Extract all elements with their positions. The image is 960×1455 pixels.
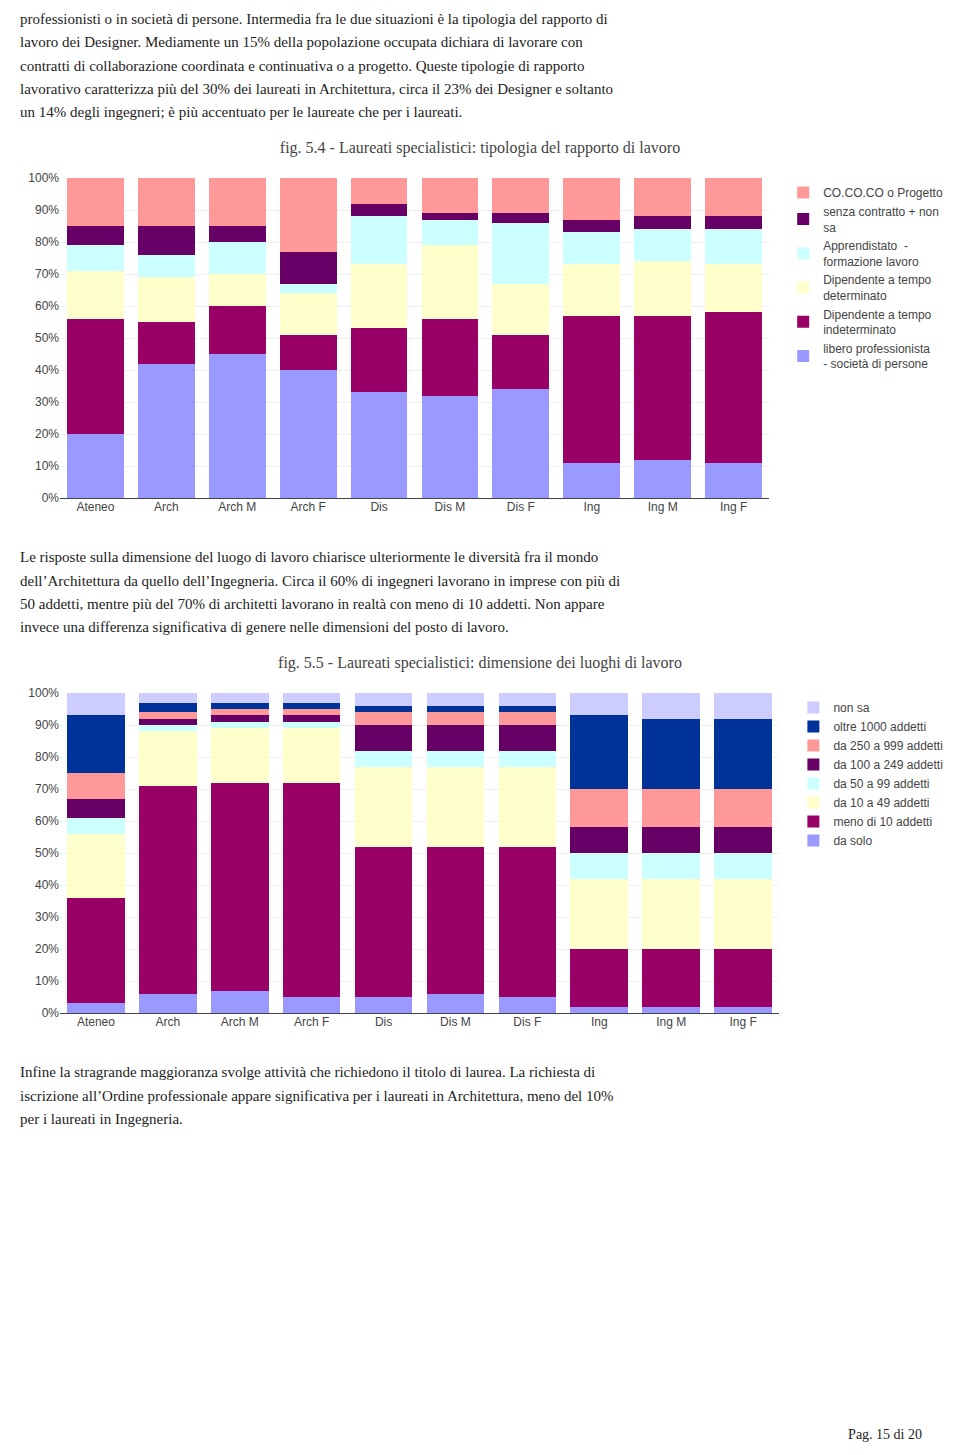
svg-text:Arch M: Arch M	[221, 1015, 259, 1029]
svg-text:Ateneo: Ateneo	[77, 1015, 115, 1029]
svg-text:90%: 90%	[35, 718, 59, 732]
svg-text:Ing M: Ing M	[648, 500, 678, 514]
svg-text:Dis M: Dis M	[440, 1015, 471, 1029]
html-text:professionisti o in società di: professionisti o in società di persone. …	[20, 11, 614, 120]
svg-text:0%: 0%	[42, 491, 60, 505]
svg-text:0%: 0%	[42, 1006, 60, 1020]
html-text:Le risposte sulla dimensione d: Le risposte sulla dimensione del luogo d…	[20, 549, 621, 635]
html-text:Infine la stragrande maggioran: Infine la stragrande maggioranza svolge …	[20, 1064, 614, 1127]
svg-text:80%: 80%	[35, 235, 59, 249]
svg-text:da 100 a 249 addetti: da 100 a 249 addetti	[833, 758, 942, 772]
svg-text:Dipendente a tempoindeterminat: Dipendente a tempoindeterminato	[823, 308, 931, 338]
svg-text:70%: 70%	[35, 782, 59, 796]
svg-text:Dipendente a tempodeterminato: Dipendente a tempodeterminato	[823, 274, 931, 304]
svg-text:Ing F: Ing F	[720, 500, 747, 514]
svg-text:100%: 100%	[28, 171, 59, 185]
svg-text:10%: 10%	[35, 459, 59, 473]
svg-text:Ing M: Ing M	[656, 1015, 686, 1029]
svg-text:80%: 80%	[35, 750, 59, 764]
svg-text:Ing: Ing	[591, 1015, 608, 1029]
html-text:Pag. 15 di 20: Pag. 15 di 20	[848, 1427, 922, 1442]
svg-text:Ateneo: Ateneo	[76, 500, 114, 514]
svg-text:Apprendistato -formazione lav: Apprendistato -formazione lavoro	[823, 239, 919, 269]
svg-text:10%: 10%	[35, 974, 59, 988]
svg-text:da 10 a 49 addetti: da 10 a 49 addetti	[833, 796, 929, 810]
svg-text:Ing F: Ing F	[729, 1015, 756, 1029]
svg-text:Dis: Dis	[370, 500, 387, 514]
svg-text:meno di 10 addetti: meno di 10 addetti	[833, 815, 932, 829]
svg-text:da 250 a 999 addetti: da 250 a 999 addetti	[833, 739, 942, 753]
svg-text:Arch F: Arch F	[290, 500, 325, 514]
svg-text:Arch: Arch	[156, 1015, 181, 1029]
svg-text:Dis: Dis	[375, 1015, 392, 1029]
svg-text:50%: 50%	[35, 846, 59, 860]
svg-text:CO.CO.CO o Progetto: CO.CO.CO o Progetto	[823, 186, 943, 200]
svg-text:Dis M: Dis M	[435, 500, 466, 514]
svg-text:libero professionista- società: libero professionista- società di person…	[823, 342, 930, 372]
svg-text:20%: 20%	[35, 942, 59, 956]
svg-text:fig. 5.5 - Laureati specialist: fig. 5.5 - Laureati specialistici: dimen…	[278, 654, 682, 672]
svg-text:non sa: non sa	[833, 701, 869, 715]
svg-text:Ing: Ing	[583, 500, 600, 514]
svg-text:senza contratto + nonsa: senza contratto + nonsa	[823, 205, 939, 235]
svg-text:oltre 1000 addetti: oltre 1000 addetti	[833, 720, 926, 734]
svg-text:da solo: da solo	[833, 834, 872, 848]
svg-text:Dis F: Dis F	[507, 500, 535, 514]
svg-text:da 50 a 99 addetti: da 50 a 99 addetti	[833, 777, 929, 791]
svg-text:70%: 70%	[35, 267, 59, 281]
svg-text:40%: 40%	[35, 363, 59, 377]
svg-text:90%: 90%	[35, 203, 59, 217]
svg-text:30%: 30%	[35, 910, 59, 924]
svg-text:100%: 100%	[28, 686, 59, 700]
svg-text:Dis F: Dis F	[513, 1015, 541, 1029]
svg-text:60%: 60%	[35, 814, 59, 828]
svg-text:Arch M: Arch M	[218, 500, 256, 514]
svg-text:50%: 50%	[35, 331, 59, 345]
svg-text:Arch: Arch	[154, 500, 179, 514]
svg-text:fig. 5.4 - Laureati specialist: fig. 5.4 - Laureati specialistici: tipol…	[280, 139, 680, 157]
svg-text:Arch F: Arch F	[294, 1015, 329, 1029]
svg-text:30%: 30%	[35, 395, 59, 409]
svg-text:20%: 20%	[35, 427, 59, 441]
svg-text:40%: 40%	[35, 878, 59, 892]
svg-text:60%: 60%	[35, 299, 59, 313]
